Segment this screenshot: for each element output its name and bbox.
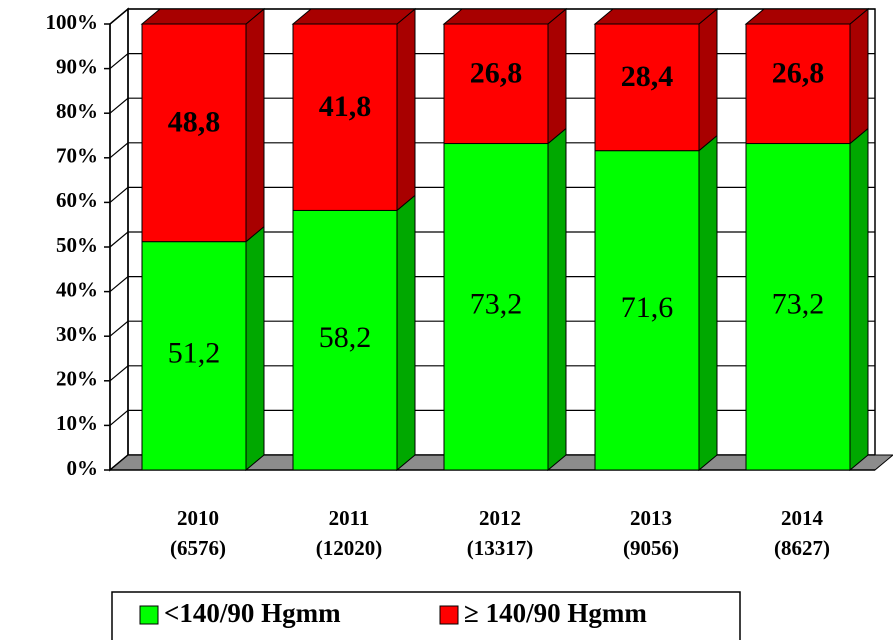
y-tick-label: 0%	[67, 456, 99, 480]
data-label: 51,2	[168, 337, 221, 370]
y-tick-label: 60%	[56, 188, 98, 212]
legend-label: <140/90 Hgmm	[164, 598, 341, 628]
data-label: 71,6	[621, 291, 674, 324]
data-label: 48,8	[168, 106, 221, 139]
bar	[745, 143, 851, 471]
bar-side	[245, 225, 265, 472]
bar	[443, 143, 549, 471]
y-tick-label: 90%	[56, 54, 98, 78]
data-label: 26,8	[470, 57, 523, 90]
bar	[745, 23, 851, 145]
bar	[594, 150, 700, 471]
y-tick-label: 70%	[56, 144, 98, 168]
bar-side	[849, 127, 869, 472]
x-tick-label: 2014 (8627)	[774, 506, 830, 560]
y-tick-label: 40%	[56, 277, 98, 301]
bar-top	[442, 8, 568, 25]
y-tick-label: 80%	[56, 99, 98, 123]
y-tick-label: 20%	[56, 367, 98, 391]
legend-swatch	[439, 605, 459, 625]
y-tick-label: 10%	[56, 411, 98, 435]
bar-top	[140, 8, 266, 25]
bar-side	[698, 134, 718, 472]
y-tick-label: 100%	[46, 10, 99, 34]
x-tick-label: 2012 (13317)	[467, 506, 534, 560]
y-tick-label: 30%	[56, 322, 98, 346]
legend-swatch	[139, 605, 159, 625]
x-tick-label: 2013 (9056)	[623, 506, 679, 560]
data-label: 41,8	[319, 90, 372, 123]
bar-side	[396, 7, 416, 212]
bar-top	[744, 8, 870, 25]
bar	[141, 241, 247, 471]
bar-side	[547, 127, 567, 472]
y-tick-label: 50%	[56, 233, 98, 257]
x-tick-label: 2011 (12020)	[316, 506, 383, 560]
data-label: 58,2	[319, 321, 372, 354]
bar-side	[396, 194, 416, 472]
bar-side	[849, 7, 869, 145]
x-tick-label: 2010 (6576)	[170, 506, 226, 560]
bar-top	[593, 8, 719, 25]
data-label: 26,8	[772, 57, 825, 90]
bar-side	[698, 7, 718, 152]
bar	[594, 23, 700, 152]
legend-label: ≥ 140/90 Hgmm	[464, 598, 647, 628]
data-label: 73,2	[470, 288, 523, 321]
bar	[443, 23, 549, 145]
bar	[292, 209, 398, 471]
data-label: 28,4	[621, 60, 674, 93]
bar-top	[291, 8, 417, 25]
bar-side	[547, 7, 567, 145]
bar	[141, 23, 247, 243]
bar-side	[245, 7, 265, 243]
data-label: 73,2	[772, 288, 825, 321]
legend-box	[111, 591, 741, 640]
